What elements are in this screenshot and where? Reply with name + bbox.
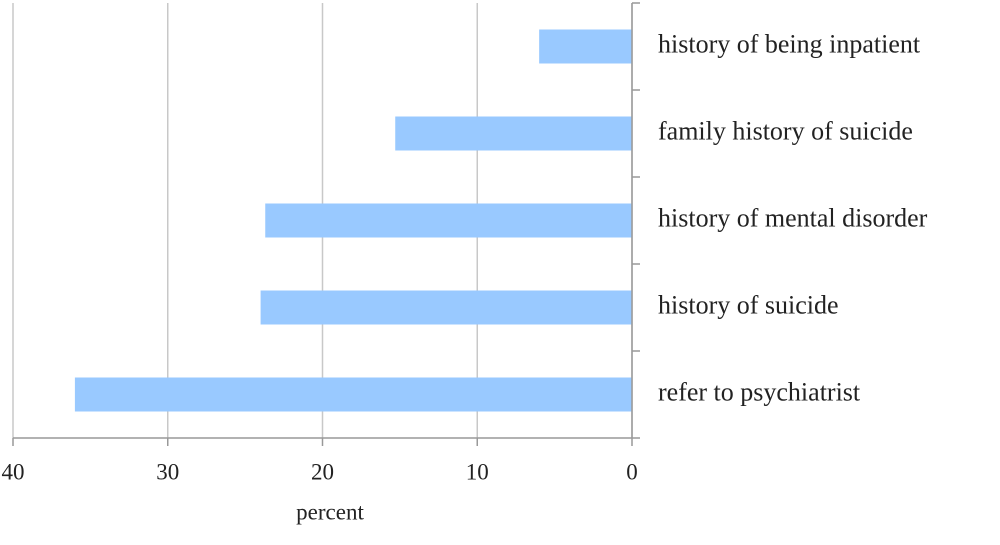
x-tick-label: 40 [2, 459, 25, 484]
bar [395, 116, 632, 151]
bar [260, 290, 632, 325]
bar [74, 377, 632, 412]
y-tick-label: history of suicide [658, 290, 839, 319]
y-tick-label: history of mental disorder [658, 203, 928, 232]
x-tick-label: 20 [311, 459, 334, 484]
y-tick-label: family history of suicide [658, 116, 913, 145]
x-tick-label: 0 [626, 459, 638, 484]
bar [539, 29, 632, 64]
bar [265, 203, 632, 238]
y-tick-label: history of being inpatient [658, 29, 921, 58]
x-tick-label: 10 [466, 459, 489, 484]
y-tick-label: refer to psychiatrist [658, 377, 861, 406]
x-tick-label: 30 [156, 459, 179, 484]
x-axis-label: percent [296, 499, 364, 524]
